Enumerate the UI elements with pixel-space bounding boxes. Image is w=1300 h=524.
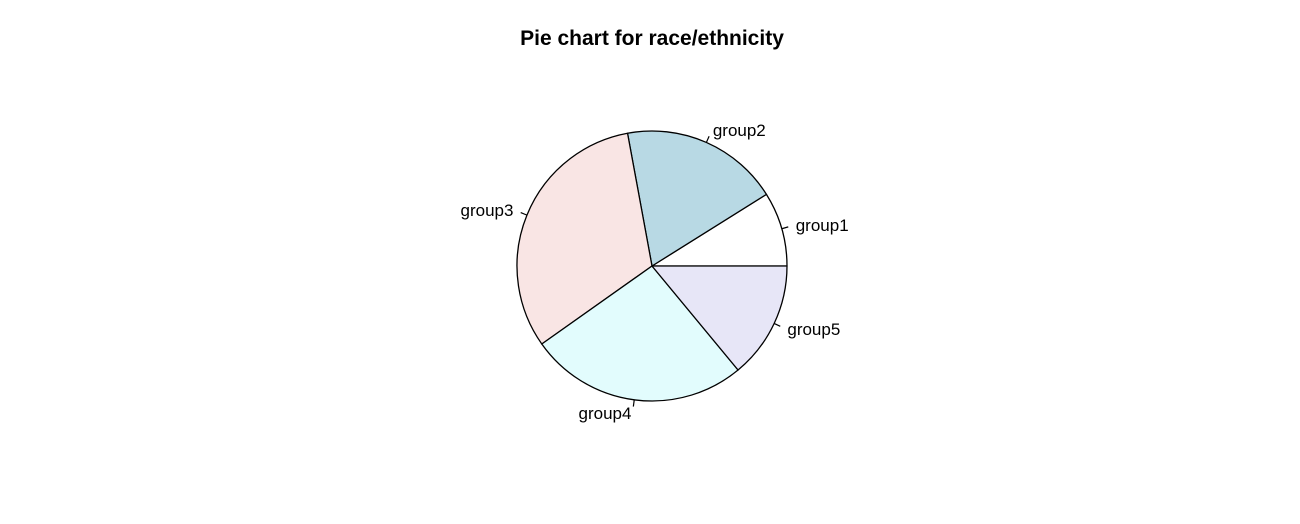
pie-label-group4: group4 [579, 404, 632, 423]
pie-label-tick-group5 [773, 322, 781, 327]
pie-label-group2: group2 [713, 121, 766, 140]
pie-slice-group4 [541, 265, 739, 402]
pie-label-group5: group5 [787, 320, 840, 339]
pie-label-group3: group3 [461, 201, 514, 220]
pie-slice-group2 [626, 130, 768, 267]
chart-title: Pie chart for race/ethnicity [520, 27, 784, 50]
pie-label-tick-group4 [632, 399, 635, 407]
pie-label-tick-group2 [705, 136, 710, 143]
pie-label-tick-group1 [781, 226, 789, 230]
pie-labels: group1 group2 group3 group4 group5 [461, 121, 849, 423]
pie-label-group1: group1 [796, 216, 849, 235]
pie-label-tick-group3 [520, 212, 528, 216]
pie-slices [516, 130, 788, 402]
pie-slice-group5 [651, 265, 788, 371]
